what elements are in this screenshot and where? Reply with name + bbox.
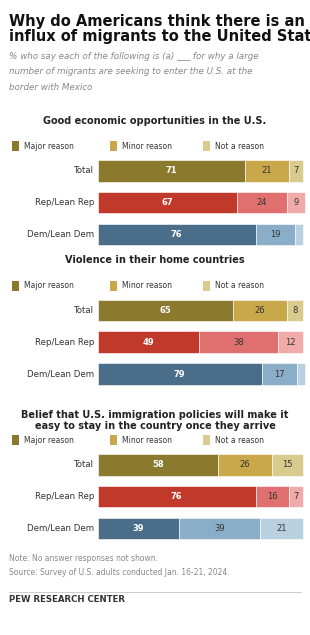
Bar — [98, 300, 232, 321]
Text: 49: 49 — [143, 338, 154, 347]
Bar — [255, 486, 289, 507]
Bar — [98, 192, 237, 213]
Bar — [232, 300, 287, 321]
Text: border with Mexico: border with Mexico — [9, 83, 93, 91]
Text: Not a reason: Not a reason — [215, 281, 264, 290]
Bar — [203, 141, 210, 151]
Text: 76: 76 — [171, 230, 182, 239]
Bar — [237, 192, 287, 213]
Text: Total: Total — [74, 306, 94, 315]
Text: 17: 17 — [274, 370, 285, 378]
Bar — [110, 141, 117, 151]
Text: Rep/Lean Rep: Rep/Lean Rep — [34, 198, 94, 207]
Text: 7: 7 — [293, 492, 299, 501]
Text: 65: 65 — [159, 306, 171, 315]
Bar — [98, 331, 199, 353]
Bar — [98, 160, 245, 182]
Text: Not a reason: Not a reason — [215, 436, 264, 444]
Text: Dem/Lean Dem: Dem/Lean Dem — [27, 370, 94, 378]
Text: Source: Survey of U.S. adults conducted Jan. 16-21, 2024.: Source: Survey of U.S. adults conducted … — [9, 568, 230, 577]
Text: 15: 15 — [282, 460, 293, 469]
Text: Note: No answer responses not shown.: Note: No answer responses not shown. — [9, 554, 158, 563]
Bar — [287, 300, 303, 321]
Text: Minor reason: Minor reason — [122, 142, 171, 150]
Text: PEW RESEARCH CENTER: PEW RESEARCH CENTER — [9, 595, 125, 604]
Bar — [110, 281, 117, 291]
Text: % who say each of the following is (a) ___ for why a large: % who say each of the following is (a) _… — [9, 52, 259, 61]
Text: 58: 58 — [152, 460, 164, 469]
Bar — [98, 224, 255, 245]
Bar — [272, 454, 303, 476]
Text: 24: 24 — [256, 198, 267, 207]
Text: Major reason: Major reason — [24, 281, 74, 290]
Text: Good economic opportunities in the U.S.: Good economic opportunities in the U.S. — [43, 116, 267, 126]
Text: influx of migrants to the United States?: influx of migrants to the United States? — [9, 29, 310, 44]
Text: Not a reason: Not a reason — [215, 142, 264, 150]
Bar — [262, 363, 297, 385]
Text: Major reason: Major reason — [24, 142, 74, 150]
Text: Rep/Lean Rep: Rep/Lean Rep — [34, 338, 94, 347]
Text: 16: 16 — [267, 492, 277, 501]
Text: 79: 79 — [174, 370, 185, 378]
Bar — [203, 435, 210, 445]
Text: 9: 9 — [293, 198, 299, 207]
Text: 39: 39 — [132, 524, 144, 533]
Text: 7: 7 — [293, 166, 299, 175]
Bar — [255, 224, 295, 245]
Text: 12: 12 — [286, 338, 296, 347]
Text: Dem/Lean Dem: Dem/Lean Dem — [27, 524, 94, 533]
Bar — [98, 363, 262, 385]
Text: Minor reason: Minor reason — [122, 281, 171, 290]
Text: Major reason: Major reason — [24, 436, 74, 444]
Bar — [295, 224, 303, 245]
Text: 67: 67 — [162, 198, 173, 207]
Bar — [287, 192, 305, 213]
Bar — [289, 160, 303, 182]
Text: Rep/Lean Rep: Rep/Lean Rep — [34, 492, 94, 501]
Bar — [12, 435, 19, 445]
Text: 26: 26 — [254, 306, 265, 315]
Text: Belief that U.S. immigration policies will make it
easy to stay in the country o: Belief that U.S. immigration policies wi… — [21, 410, 289, 431]
Bar — [98, 518, 179, 539]
Text: 76: 76 — [171, 492, 182, 501]
Bar — [297, 363, 305, 385]
Bar — [12, 281, 19, 291]
Bar — [12, 141, 19, 151]
Text: Minor reason: Minor reason — [122, 436, 171, 444]
Text: number of migrants are seeking to enter the U.S. at the: number of migrants are seeking to enter … — [9, 67, 253, 76]
Text: 8: 8 — [292, 306, 298, 315]
Text: 19: 19 — [270, 230, 281, 239]
Bar — [260, 518, 303, 539]
Text: Total: Total — [74, 166, 94, 175]
Bar — [98, 454, 218, 476]
Bar — [98, 486, 255, 507]
Text: Violence in their home countries: Violence in their home countries — [65, 255, 245, 265]
Bar — [289, 486, 303, 507]
Text: 26: 26 — [240, 460, 250, 469]
Bar — [199, 331, 278, 353]
Bar — [110, 435, 117, 445]
Text: 39: 39 — [214, 524, 224, 533]
Bar — [179, 518, 260, 539]
Bar — [203, 281, 210, 291]
Text: 21: 21 — [262, 166, 272, 175]
Bar — [218, 454, 272, 476]
Bar — [278, 331, 303, 353]
Bar — [245, 160, 289, 182]
Text: Total: Total — [74, 460, 94, 469]
Text: 71: 71 — [166, 166, 177, 175]
Text: 38: 38 — [233, 338, 244, 347]
Text: Dem/Lean Dem: Dem/Lean Dem — [27, 230, 94, 239]
Text: 21: 21 — [276, 524, 287, 533]
Text: Why do Americans think there is an: Why do Americans think there is an — [9, 14, 305, 29]
